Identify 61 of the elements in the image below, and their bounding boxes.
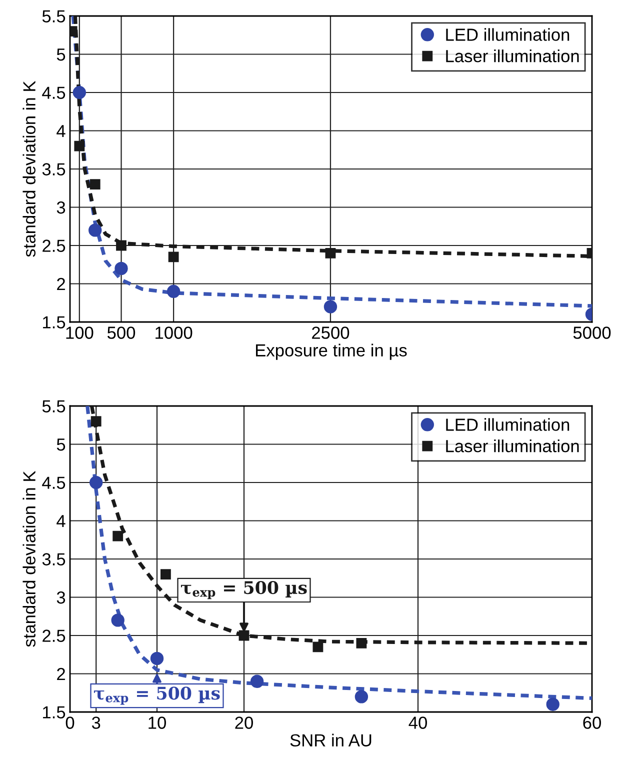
y-tick-label: 4.5 bbox=[42, 86, 66, 99]
x-tick-label: 60 bbox=[583, 716, 601, 729]
legend-label: Laser illumination bbox=[446, 440, 579, 452]
x-tick-label: 5000 bbox=[573, 326, 611, 339]
x-axis-title: Exposure time in µs bbox=[256, 344, 407, 360]
point bbox=[114, 262, 128, 276]
x-tick-label: 2500 bbox=[312, 326, 350, 339]
legend-label: LED illumination bbox=[446, 418, 570, 431]
x-tick-label: 20 bbox=[235, 716, 253, 729]
x-tick-label: 0 bbox=[66, 716, 74, 729]
point bbox=[354, 690, 368, 704]
point bbox=[238, 630, 250, 641]
x-tick-label: 3 bbox=[92, 716, 100, 729]
point bbox=[74, 140, 85, 152]
point bbox=[250, 674, 264, 688]
y-axis-title: standard deviation in K bbox=[22, 80, 36, 257]
point bbox=[90, 476, 103, 490]
point bbox=[111, 614, 124, 627]
y-tick-label: 3.5 bbox=[42, 553, 66, 566]
y-tick-label: 3.5 bbox=[42, 163, 66, 176]
point bbox=[356, 638, 367, 648]
y-tick-label: 2.5 bbox=[42, 630, 66, 642]
point bbox=[116, 240, 126, 251]
annotation: τ$_{exp}$ = 500 µs bbox=[94, 686, 220, 705]
y-tick-label: 1.5 bbox=[43, 706, 66, 718]
x-tick-label: 100 bbox=[66, 326, 94, 339]
point bbox=[546, 698, 560, 711]
y-tick-label: 1.5 bbox=[43, 316, 66, 328]
point bbox=[72, 86, 86, 100]
legend-label: Laser illumination bbox=[446, 50, 579, 62]
y-tick-label: 3 bbox=[56, 591, 66, 604]
y-axis-title: standard deviation in K bbox=[22, 470, 36, 647]
x-tick-label: 1000 bbox=[156, 326, 192, 339]
point bbox=[112, 530, 124, 542]
y-tick-label: 4 bbox=[56, 515, 66, 528]
point bbox=[88, 224, 102, 237]
point bbox=[325, 248, 336, 258]
y-tick-label: 5.5 bbox=[42, 10, 66, 22]
y-tick-label: 4 bbox=[56, 125, 66, 138]
y-tick-label: 4.5 bbox=[42, 476, 66, 489]
point bbox=[160, 569, 171, 580]
y-tick-label: 2 bbox=[57, 668, 65, 680]
x-tick-label: 500 bbox=[107, 326, 136, 339]
x-axis-title: SNR in AU bbox=[290, 734, 372, 746]
x-tick-label: 10 bbox=[148, 716, 166, 729]
point bbox=[150, 652, 164, 666]
annotation: τ$_{exp}$ = 500 µs bbox=[180, 580, 307, 600]
point bbox=[90, 416, 102, 427]
y-tick-label: 5.5 bbox=[42, 400, 66, 412]
point bbox=[312, 642, 324, 652]
point bbox=[166, 284, 180, 298]
y-tick-label: 2.5 bbox=[42, 240, 66, 252]
legend-label: LED illumination bbox=[446, 28, 570, 41]
y-tick-label: 3 bbox=[56, 201, 66, 214]
point bbox=[90, 179, 100, 190]
y-tick-label: 2 bbox=[57, 278, 65, 290]
x-tick-label: 40 bbox=[408, 716, 427, 729]
y-tick-label: 5 bbox=[56, 48, 66, 61]
point bbox=[168, 252, 179, 262]
y-tick-label: 5 bbox=[56, 438, 66, 451]
point bbox=[324, 300, 338, 314]
